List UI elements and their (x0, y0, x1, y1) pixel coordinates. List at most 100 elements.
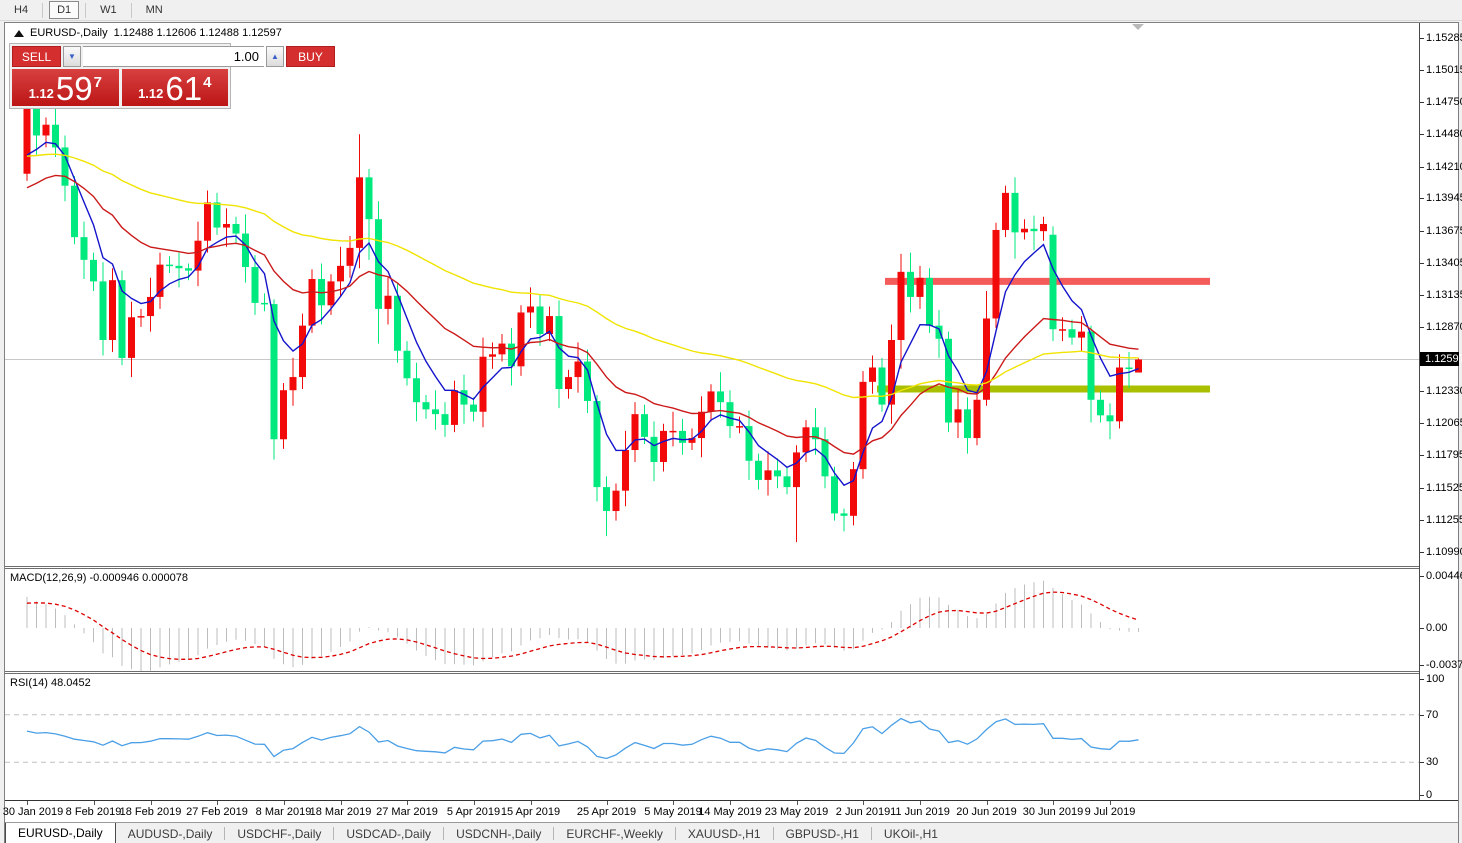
price-chart-pane[interactable]: EURUSD-,Daily 1.12488 1.12606 1.12488 1.… (5, 23, 1419, 566)
tab-separator (333, 827, 335, 840)
axis-tick-mark (1420, 551, 1424, 553)
symbol-tab-bar: EURUSD-,Daily AUDUSD-,Daily USDCHF-,Daily U… (5, 822, 1458, 843)
sell-button[interactable]: SELL (12, 46, 61, 67)
buy-price-button[interactable]: 1.12 61 4 (121, 69, 228, 107)
price-tick: 1.12330 (1426, 385, 1462, 398)
date-axis[interactable]: 30 Jan 2019 8 Feb 2019 18 Feb 2019 27 Feb 2… (2, 800, 1458, 822)
price-tick: 1.15285 (1426, 32, 1462, 44)
rsi-canvas[interactable] (5, 674, 1419, 800)
macd-tick: 0.004465 (1426, 570, 1462, 583)
date-tick: 8 Feb 2019 (65, 806, 122, 818)
axis-tick-mark (1420, 487, 1424, 489)
axis-tick-mark (1420, 326, 1424, 328)
buy-button[interactable]: BUY (286, 46, 335, 67)
date-tick: 27 Mar 2019 (376, 806, 438, 818)
tab-separator (443, 827, 445, 840)
toolbar-separator (42, 2, 44, 18)
date-tick: 2 Jun 2019 (835, 806, 891, 818)
rsi-tick: 0 (1426, 789, 1433, 801)
date-tick-mark (1053, 801, 1054, 805)
date-tick-mark (863, 801, 864, 805)
rsi-tick: 30 (1426, 756, 1439, 769)
symbol-tab-usdcnh-daily[interactable]: USDCNH-,Daily (456, 826, 542, 841)
sell-price-pip: 7 (93, 74, 102, 91)
axis-tick-mark (1420, 519, 1424, 521)
buy-price-big: 61 (165, 70, 203, 107)
chart-title-symbol: EURUSD-,Daily (30, 27, 108, 39)
price-axis[interactable]: 1.15285 1.15015 1.14750 1.14480 1.14210 1.139… (1419, 23, 1462, 801)
symbol-tab-usdcad-daily[interactable]: USDCAD-,Daily (346, 826, 432, 841)
timeframe-button-w1[interactable]: W1 (100, 4, 117, 16)
symbol-tab-gbpusd-h1[interactable]: GBPUSD-,H1 (785, 826, 859, 841)
price-tick: 1.11525 (1426, 481, 1462, 494)
axis-tick-mark (1420, 262, 1424, 264)
date-tick: 14 May 2019 (698, 806, 762, 818)
current-price-tag: 1.12597 (1420, 352, 1462, 367)
date-tick: 11 Jun 2019 (890, 806, 950, 818)
price-tick: 1.14480 (1426, 128, 1462, 141)
price-tick: 1.15015 (1426, 64, 1462, 77)
sell-price-prefix: 1.12 (28, 86, 54, 101)
axis-tick-mark (1420, 38, 1424, 39)
symbol-tab-audusd-daily[interactable]: AUDUSD-,Daily (127, 826, 213, 841)
macd-pane[interactable]: MACD(12,26,9) -0.000946 0.000078 (5, 569, 1419, 671)
volume-increase-button[interactable]: ▲ (266, 46, 284, 67)
price-tick: 1.12870 (1426, 320, 1462, 333)
timeframe-button-h4[interactable]: H4 (14, 4, 29, 16)
rsi-pane[interactable]: RSI(14) 48.0452 (5, 674, 1419, 800)
axis-tick-mark (1420, 665, 1424, 666)
chevron-down-icon: ▼ (68, 52, 76, 61)
symbol-tab-eurchf-weekly[interactable]: EURCHF-,Weekly (566, 826, 663, 841)
symbol-marker-icon (14, 29, 24, 37)
rsi-tick: 70 (1426, 708, 1439, 721)
axis-tick-mark (1420, 423, 1424, 425)
date-tick: 30 Jun 2019 (1022, 806, 1084, 818)
chart-title-ohlc: 1.12488 1.12606 1.12488 1.12597 (113, 27, 282, 39)
axis-tick-mark (1420, 134, 1424, 136)
axis-tick-mark (1420, 679, 1424, 680)
axis-tick-mark (1420, 391, 1424, 393)
date-tick-mark (283, 801, 285, 805)
price-tick: 1.10990 (1426, 545, 1462, 558)
date-tick-mark (673, 801, 674, 805)
rsi-label: RSI(14) 48.0452 (10, 677, 91, 689)
symbol-tab-xauusd-h1[interactable]: XAUUSD-,H1 (687, 826, 761, 841)
symbol-tab-ukoil-h1[interactable]: UKOil-,H1 (883, 826, 938, 841)
tab-separator (224, 827, 226, 840)
price-tick: 1.13675 (1426, 224, 1462, 237)
sell-price-button[interactable]: 1.12 59 7 (12, 69, 119, 106)
buy-price-prefix: 1.12 (138, 86, 164, 101)
axis-tick-mark (1420, 762, 1424, 764)
price-tick: 1.14210 (1426, 160, 1462, 173)
macd-label: MACD(12,26,9) -0.000946 0.000078 (10, 572, 188, 584)
date-tick: 5 May 2019 (644, 806, 702, 818)
axis-tick-mark (1420, 101, 1424, 103)
date-tick: 5 Apr 2019 (446, 806, 501, 818)
timeframe-button-d1[interactable]: D1 (49, 1, 80, 19)
date-tick-mark (1110, 801, 1111, 805)
axis-tick-mark (1420, 795, 1424, 796)
macd-tick: 0.00 (1426, 622, 1448, 634)
date-tick: 30 Jan 2019 (2, 806, 64, 818)
date-tick-mark (730, 801, 731, 805)
sell-price-big: 59 (55, 70, 93, 107)
price-tick: 1.11795 (1426, 449, 1462, 462)
pane-separator[interactable] (5, 671, 1419, 674)
date-tick: 25 Apr 2019 (576, 806, 637, 818)
date-tick-mark (796, 801, 798, 805)
date-tick: 18 Feb 2019 (119, 806, 182, 818)
volume-decrease-button[interactable]: ▼ (63, 46, 81, 67)
volume-input[interactable] (83, 46, 264, 67)
macd-canvas[interactable] (5, 569, 1419, 671)
symbol-tab-eurusd-daily[interactable]: EURUSD-,Daily (5, 823, 116, 843)
date-tick-mark (407, 801, 408, 805)
timeframe-button-mn[interactable]: MN (145, 4, 163, 16)
date-tick-mark (217, 801, 218, 805)
axis-tick-mark (1420, 230, 1424, 232)
axis-tick-mark (1420, 166, 1424, 168)
tab-separator (772, 827, 774, 840)
price-chart-canvas[interactable] (5, 23, 1419, 566)
pane-separator[interactable] (5, 566, 1419, 569)
symbol-tab-usdchf-daily[interactable]: USDCHF-,Daily (237, 826, 322, 841)
